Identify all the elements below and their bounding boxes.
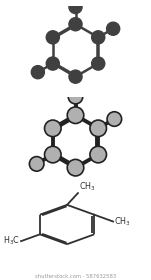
Circle shape [29,157,44,171]
Circle shape [90,120,106,137]
Circle shape [68,89,83,104]
Circle shape [67,159,84,176]
Text: H$_3$C: H$_3$C [3,235,20,248]
Circle shape [92,57,105,70]
Circle shape [46,57,59,70]
Circle shape [92,31,105,44]
Circle shape [90,146,106,163]
Circle shape [45,146,61,163]
Circle shape [69,1,82,13]
Circle shape [107,112,122,126]
Circle shape [46,31,59,44]
Circle shape [67,107,84,123]
Circle shape [69,70,82,83]
Circle shape [45,120,61,137]
Text: CH$_3$: CH$_3$ [79,180,96,193]
Circle shape [107,22,120,35]
Text: CH$_3$: CH$_3$ [114,215,131,228]
Circle shape [31,66,44,79]
Text: shutterstock.com · 587632583: shutterstock.com · 587632583 [35,274,116,279]
Circle shape [69,18,82,31]
